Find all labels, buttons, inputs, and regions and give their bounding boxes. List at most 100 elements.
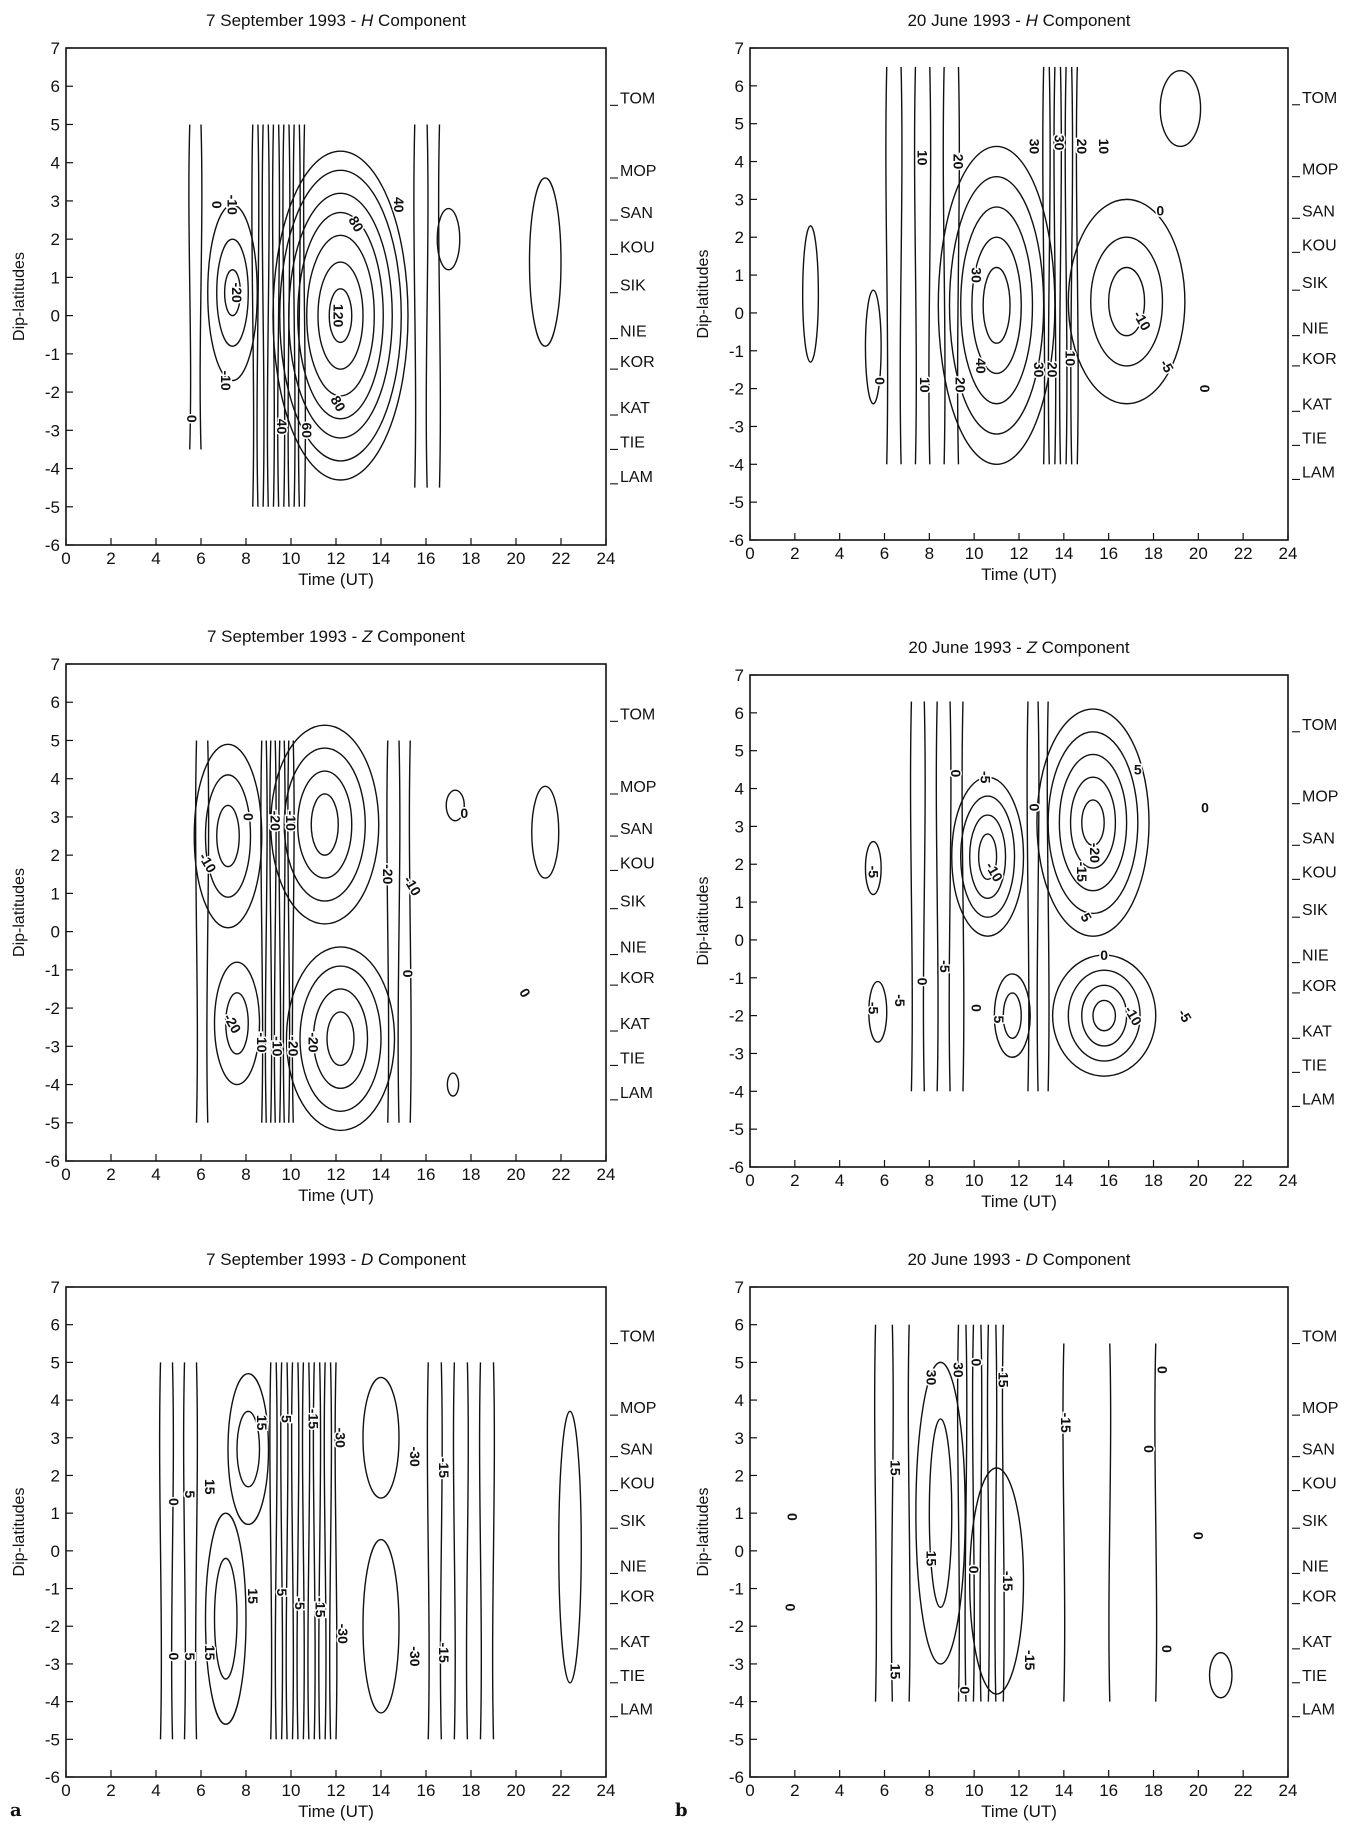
- contour-label: 30: [924, 1370, 940, 1386]
- x-tick-label: 22: [1234, 544, 1253, 563]
- title-prefix: 20 June 1993 -: [907, 1250, 1025, 1269]
- contour-line: [426, 1362, 430, 1740]
- title-suffix: Component: [373, 11, 466, 30]
- y-axis-label: Dip-latitudes: [11, 868, 28, 957]
- contour-line: [194, 740, 199, 1123]
- y-tick-label: -4: [729, 1082, 744, 1101]
- x-tick-label: 20: [1189, 1171, 1208, 1190]
- contour-label: -30: [333, 1428, 349, 1448]
- x-tick-label: 14: [372, 549, 391, 568]
- y-axis-label: Dip-latitudes: [11, 252, 28, 341]
- contour-line: [299, 965, 382, 1112]
- y-tick-label: -5: [45, 1730, 60, 1749]
- contour-label: 0: [1197, 385, 1213, 393]
- plot-frame: [749, 674, 1289, 1168]
- contour-label: 0: [209, 201, 225, 209]
- plot-frame: [749, 47, 1289, 541]
- x-tick-label: 24: [1279, 1171, 1298, 1190]
- y-tick-label: 0: [51, 1542, 60, 1561]
- contour-line: [1107, 266, 1146, 337]
- y-tick-label: -6: [45, 1152, 60, 1171]
- contour-line: [873, 1324, 878, 1702]
- y-tick-label: -6: [45, 536, 60, 555]
- x-tick-label: 8: [241, 1165, 250, 1184]
- station-label-kat: KAT: [620, 400, 650, 417]
- contour-label: 15: [924, 1551, 940, 1567]
- y-tick-label: -5: [729, 1730, 744, 1749]
- y-tick-label: 4: [735, 1391, 744, 1410]
- x-tick-label: 24: [597, 549, 616, 568]
- y-tick-label: 7: [51, 39, 60, 58]
- station-label-kor: KOR: [620, 970, 655, 987]
- y-tick-label: -6: [729, 1158, 744, 1177]
- contour-label: 15: [888, 1664, 904, 1680]
- contour-label: -20: [221, 1011, 245, 1037]
- y-tick-label: 6: [735, 1316, 744, 1335]
- station-label-tie: TIE: [620, 434, 645, 451]
- x-tick-label: 18: [462, 1781, 481, 1800]
- contour-label: -10: [1130, 308, 1154, 334]
- contour-line: [285, 946, 396, 1132]
- y-tick-label: 2: [51, 230, 60, 249]
- station-label-kou: KOU: [1302, 237, 1337, 254]
- y-tick-label: -2: [729, 1617, 744, 1636]
- x-tick-label: 10: [282, 1165, 301, 1184]
- contour-line: [362, 1538, 400, 1714]
- y-tick-label: 5: [735, 1353, 744, 1372]
- contour-line: [213, 1557, 238, 1680]
- station-label-mop: MOP: [1302, 162, 1338, 179]
- contour-line: [256, 124, 260, 507]
- contour-label: -10: [225, 195, 241, 215]
- contour-line: [266, 124, 270, 507]
- y-tick-label: -6: [729, 1768, 744, 1787]
- y-tick-label: 6: [51, 77, 60, 96]
- station-label-tie: TIE: [1302, 430, 1327, 447]
- y-tick-label: 3: [735, 817, 744, 836]
- x-tick-label: 8: [925, 1781, 934, 1800]
- x-tick-label: 0: [745, 1171, 754, 1190]
- title-prefix: 7 September 1993 -: [207, 627, 362, 646]
- contour-line: [425, 124, 429, 488]
- contour-line: [979, 1324, 983, 1702]
- contour-lines: [864, 701, 1157, 1092]
- station-label-mop: MOP: [620, 779, 656, 796]
- x-tick-label: 4: [835, 1171, 844, 1190]
- contour-line: [310, 793, 339, 856]
- contour-label: -5: [977, 771, 993, 784]
- contour-label: 5: [1134, 762, 1142, 778]
- chart-title: 7 September 1993 - D Component: [206, 1250, 466, 1269]
- contour-line: [306, 234, 375, 397]
- contour-line: [302, 124, 307, 507]
- x-axis-label: Time (UT): [298, 1186, 374, 1205]
- contour-line: [928, 1418, 953, 1609]
- contour-line: [864, 289, 882, 405]
- title-component: D: [1026, 1250, 1038, 1269]
- title-suffix: Component: [1037, 638, 1130, 657]
- contour-line: [297, 124, 301, 507]
- y-tick-label: 4: [735, 780, 744, 799]
- station-label-tom: TOM: [620, 1329, 655, 1346]
- contour-line: [478, 1362, 483, 1740]
- contour-line: [1081, 984, 1128, 1047]
- x-tick-label: 4: [835, 1781, 844, 1800]
- station-label-san: SAN: [1302, 830, 1335, 847]
- contour-label: 5: [991, 1016, 1007, 1024]
- contour-line: [1159, 70, 1202, 148]
- station-label-kou: KOU: [620, 239, 655, 256]
- x-tick-label: 24: [1279, 544, 1298, 563]
- y-tick-label: 0: [735, 931, 744, 950]
- contour-line: [968, 814, 1007, 899]
- contour-line: [318, 1362, 322, 1740]
- x-tick-label: 12: [327, 549, 346, 568]
- contour-line: [951, 776, 1025, 937]
- y-tick-label: 1: [735, 266, 744, 285]
- station-label-sik: SIK: [620, 894, 646, 911]
- station-label-mop: MOP: [1302, 1400, 1338, 1417]
- contour-label: 0: [1190, 1532, 1206, 1540]
- y-tick-label: 2: [735, 228, 744, 247]
- y-axis-label: Dip-latitudes: [695, 250, 712, 339]
- y-tick-label: 5: [735, 115, 744, 134]
- contour-line: [436, 207, 461, 271]
- chart-title: 20 June 1993 - H Component: [907, 11, 1130, 30]
- contour-label: 30: [968, 267, 984, 283]
